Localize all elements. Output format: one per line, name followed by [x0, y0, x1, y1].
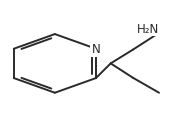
Text: H₂N: H₂N [137, 23, 159, 36]
Text: N: N [92, 43, 100, 56]
